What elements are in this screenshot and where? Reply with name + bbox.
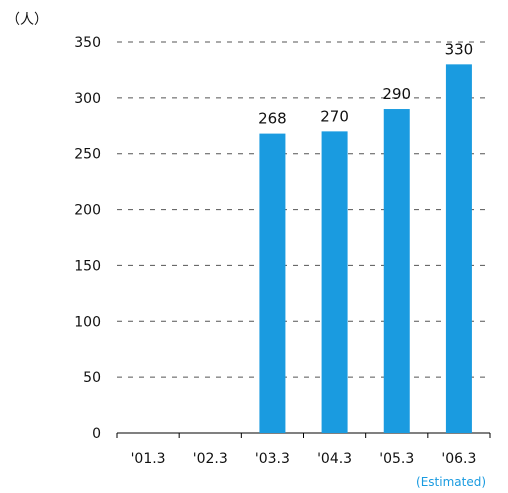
data-label: 270 [320,107,349,125]
y-tick-label: 50 [83,370,101,386]
data-label: 290 [382,85,411,103]
y-tick-label: 150 [74,258,101,274]
data-label: 330 [445,40,474,58]
data-label: 268 [258,110,287,128]
y-tick-label: 100 [74,314,101,330]
y-tick-label: 200 [74,203,101,219]
y-tick-label: 0 [92,426,101,442]
bar-4 [383,109,410,434]
bar-2 [259,133,286,433]
data-labels: 268 270 290 330 [258,40,473,127]
gridlines [117,41,490,378]
estimated-note: (Estimated) [416,475,486,489]
x-axis-ticks: '01.3 '02.3 '03.3 '04.3 '05.3 '06.3 [116,433,491,467]
y-axis-ticks: 0 50 100 150 200 250 300 350 [74,35,101,442]
y-tick-label: 300 [74,91,101,107]
x-tick-label: '02.3 [193,451,228,467]
y-tick-label: 250 [74,147,101,163]
bar-5 [445,64,472,433]
bars [259,64,472,434]
x-tick-label: '04.3 [317,451,352,467]
x-tick-label: '05.3 [379,451,414,467]
x-tick-label: '06.3 [441,451,476,467]
x-tick-label: '03.3 [255,451,290,467]
y-tick-label: 350 [74,35,101,51]
x-tick-label: '01.3 [131,451,166,467]
bar-3 [321,131,348,433]
y-unit-label: （人） [6,12,48,28]
